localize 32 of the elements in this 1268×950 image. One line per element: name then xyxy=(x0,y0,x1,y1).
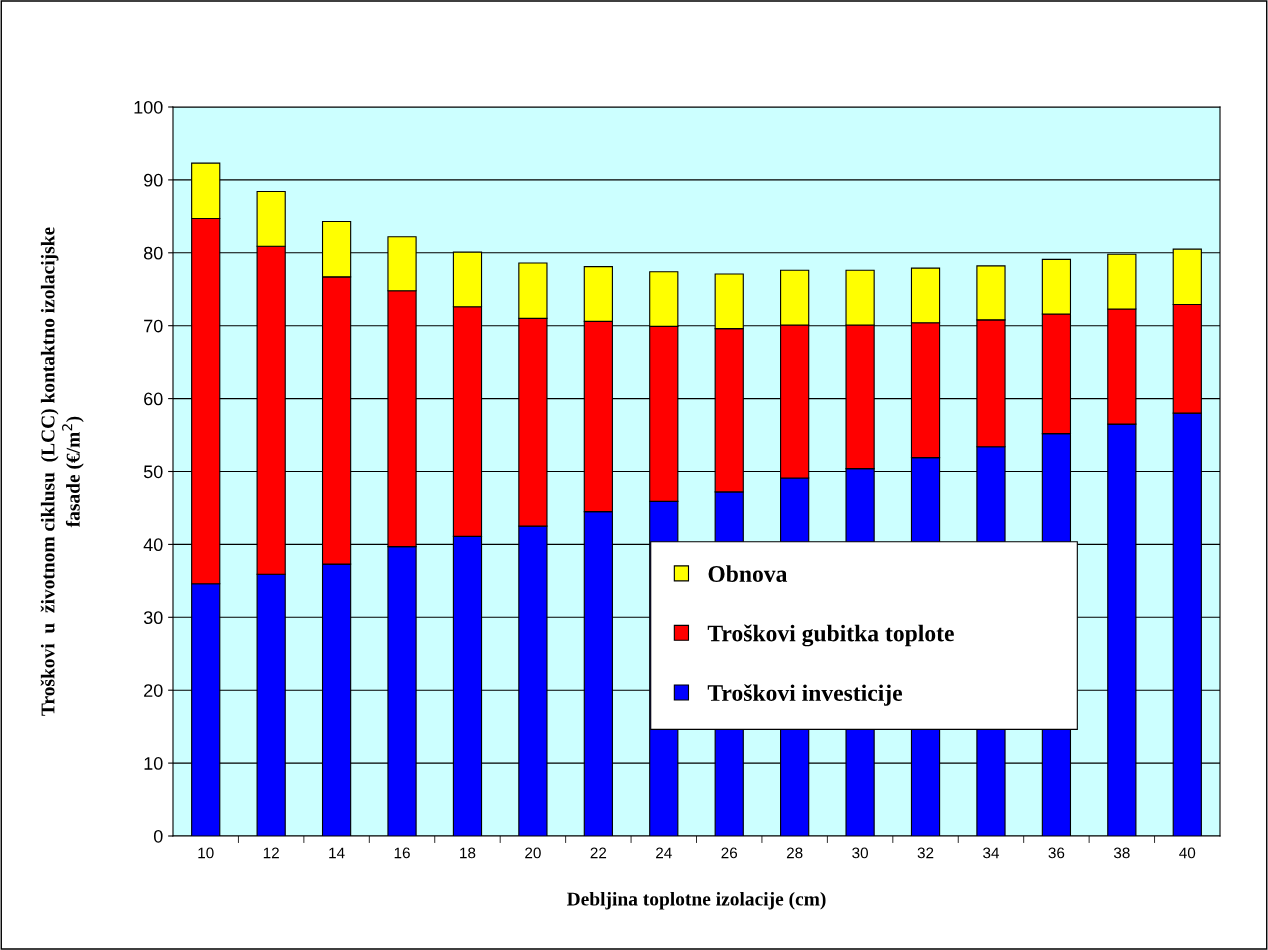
legend-label: Obnova xyxy=(708,565,788,582)
x-tick-label: 36 xyxy=(1048,847,1065,859)
x-tick-label: 20 xyxy=(525,847,541,859)
y-tick-label: 60 xyxy=(144,392,163,406)
x-tick-label: 34 xyxy=(983,847,1000,859)
y-tick-label: 20 xyxy=(144,684,163,697)
y-tick-label: 90 xyxy=(144,173,163,187)
y-axis-title: Troškovi u životnom ciklusu (LCC) kontaktno izolacijske fasade (€/m$^{2}$) xyxy=(40,227,84,716)
legend-label: Troškovi gubitka toplote xyxy=(707,624,954,647)
x-tick-label: 40 xyxy=(1179,847,1196,859)
x-tick-label: 32 xyxy=(917,847,934,859)
y-tick-label: 0 xyxy=(153,829,163,843)
x-tick-label: 30 xyxy=(852,847,868,859)
x-tick-label: 10 xyxy=(198,847,214,859)
x-tick-label: 12 xyxy=(263,847,279,859)
x-tick-label: 18 xyxy=(460,847,476,859)
x-tick-label: 14 xyxy=(329,847,345,859)
y-tick-label: 50 xyxy=(143,465,163,479)
x-tick-label: 38 xyxy=(1113,847,1130,859)
y-tick-label: 70 xyxy=(144,319,163,333)
x-tick-label: 22 xyxy=(590,847,607,859)
x-tick-label: 26 xyxy=(721,847,738,859)
y-tick-label: 10 xyxy=(144,757,163,770)
y-tick-label: 30 xyxy=(143,611,163,625)
legend-label: Troškovi investicije xyxy=(707,684,903,706)
y-tick-label: 40 xyxy=(143,538,163,552)
x-tick-label: 24 xyxy=(656,847,672,859)
x-tick-label: 16 xyxy=(394,847,410,859)
y-tick-label: 80 xyxy=(143,246,163,260)
x-axis-title: Debljina toplotne izolacije (cm) xyxy=(566,891,826,910)
y-tick-label: 100 xyxy=(134,100,163,114)
x-tick-label: 28 xyxy=(786,847,803,859)
